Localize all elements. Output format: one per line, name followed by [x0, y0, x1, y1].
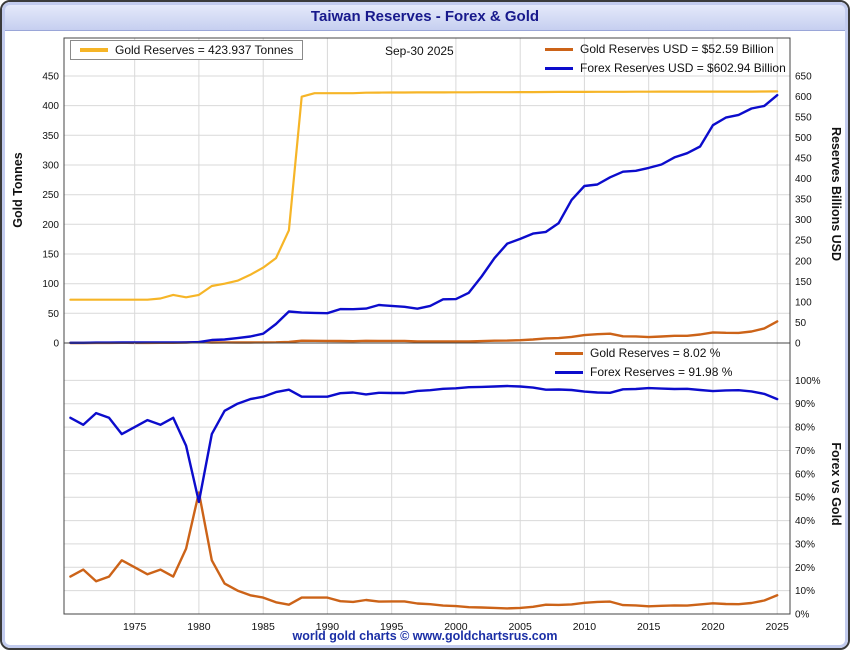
right-axis-title-top: Reserves Billions USD	[829, 126, 843, 262]
svg-text:0: 0	[53, 339, 59, 350]
svg-text:80%: 80%	[795, 423, 815, 434]
svg-text:200: 200	[42, 220, 59, 231]
svg-text:100: 100	[42, 279, 59, 290]
svg-text:30%: 30%	[795, 539, 815, 550]
svg-text:2010: 2010	[573, 621, 597, 633]
svg-text:550: 550	[795, 112, 812, 123]
svg-text:70%: 70%	[795, 446, 815, 457]
page-title: Taiwan Reserves - Forex & Gold	[310, 7, 540, 25]
svg-text:1995: 1995	[380, 621, 404, 633]
svg-text:10%: 10%	[795, 586, 815, 597]
svg-text:60%: 60%	[795, 469, 815, 480]
svg-text:400: 400	[795, 174, 812, 185]
svg-text:50%: 50%	[795, 493, 815, 504]
svg-text:1980: 1980	[187, 621, 211, 633]
right-axis-title-bottom: Forex vs Gold	[829, 442, 843, 526]
svg-text:40%: 40%	[795, 516, 815, 527]
legend-forex-pct-label: Forex Reserves = 91.98 %	[590, 365, 733, 379]
svg-text:200: 200	[795, 256, 812, 267]
svg-text:0: 0	[795, 339, 801, 350]
svg-text:500: 500	[795, 133, 812, 144]
svg-text:2000: 2000	[444, 621, 468, 633]
legend-forex-pct: Forex Reserves = 91.98 %	[555, 365, 732, 379]
svg-text:300: 300	[42, 160, 59, 171]
svg-text:20%: 20%	[795, 563, 815, 574]
legend-gold-usd: Gold Reserves USD = $52.59 Billion	[545, 42, 774, 56]
svg-text:450: 450	[42, 71, 59, 82]
footer-credit: world gold charts © www.goldchartsrus.co…	[292, 629, 558, 643]
legend-forex-usd-label: Forex Reserves USD = $602.94 Billion	[580, 61, 786, 75]
svg-text:650: 650	[795, 71, 812, 82]
forex-usd-line-swatch	[545, 66, 573, 70]
svg-text:250: 250	[42, 190, 59, 201]
svg-text:300: 300	[795, 215, 812, 226]
svg-text:0%: 0%	[795, 610, 810, 621]
svg-text:50: 50	[48, 309, 60, 320]
svg-text:1975: 1975	[123, 621, 147, 633]
left-axis-title: Gold Tonnes	[11, 152, 25, 228]
svg-text:50: 50	[795, 318, 807, 329]
legend-gold-pct-label: Gold Reserves = 8.02 %	[590, 346, 721, 360]
legend-gold-tonnes-label: Gold Reserves = 423.937 Tonnes	[115, 43, 294, 57]
legend-gold-pct: Gold Reserves = 8.02 %	[555, 346, 720, 360]
svg-text:90%: 90%	[795, 399, 815, 410]
svg-text:250: 250	[795, 236, 812, 247]
svg-text:150: 150	[42, 249, 59, 260]
svg-text:2020: 2020	[701, 621, 725, 633]
reserves-chart: 0 50 100 150 200 250 300 350 400 450 0 50 100 150 200 2…	[42, 37, 821, 633]
svg-text:2005: 2005	[508, 621, 532, 633]
legend-forex-usd: Forex Reserves USD = $602.94 Billion	[545, 61, 786, 75]
svg-text:1985: 1985	[251, 621, 275, 633]
svg-text:350: 350	[42, 131, 59, 142]
gold-line-swatch	[80, 48, 108, 52]
forex-pct-line-swatch	[555, 370, 583, 374]
svg-text:1990: 1990	[316, 621, 340, 633]
svg-text:600: 600	[795, 92, 812, 103]
svg-text:2025: 2025	[765, 621, 789, 633]
svg-text:350: 350	[795, 195, 812, 206]
title-bar: Taiwan Reserves - Forex & Gold	[2, 2, 848, 31]
legend-gold-usd-label: Gold Reserves USD = $52.59 Billion	[580, 42, 774, 56]
as-of-date: Sep-30 2025	[385, 44, 454, 58]
svg-text:450: 450	[795, 154, 812, 165]
gold-pct-line-swatch	[555, 351, 583, 355]
svg-text:400: 400	[42, 101, 59, 112]
svg-text:100%: 100%	[795, 376, 821, 387]
svg-text:100: 100	[795, 297, 812, 308]
legend-gold-tonnes: Gold Reserves = 423.937 Tonnes	[70, 40, 304, 60]
svg-text:2015: 2015	[637, 621, 661, 633]
gold-usd-line-swatch	[545, 47, 573, 51]
svg-text:150: 150	[795, 277, 812, 288]
